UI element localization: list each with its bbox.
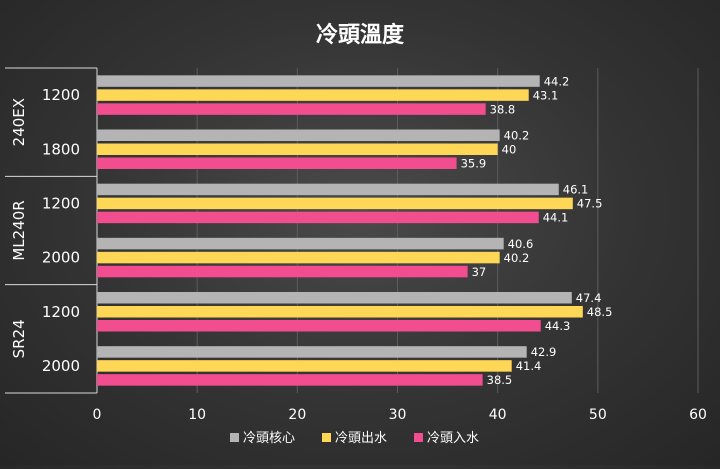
legend: 冷頭核心 冷頭出水 冷頭入水 <box>230 431 479 446</box>
bar <box>97 183 559 196</box>
bar <box>97 265 468 278</box>
category-label: 1800 <box>42 140 80 158</box>
x-tick-label: 0 <box>93 407 102 423</box>
category-label: 2000 <box>42 249 80 267</box>
bar <box>97 197 573 210</box>
x-tick-label: 60 <box>689 407 707 423</box>
bar-layer: 44.243.138.840.24035.946.147.544.140.640… <box>97 74 612 387</box>
data-label: 40 <box>502 143 517 157</box>
grid-layer <box>196 68 699 393</box>
group-label: ML240R <box>10 200 28 260</box>
legend-swatch <box>414 433 423 442</box>
data-label: 35.9 <box>461 157 487 171</box>
bar <box>97 211 539 224</box>
x-tick-label: 30 <box>389 407 407 423</box>
x-tick-label: 20 <box>288 407 306 423</box>
data-label: 42.9 <box>531 345 557 359</box>
axis-layer: 0 10 20 30 40 50 60 240EX 1200 1800 ML240R 1200 2000… <box>5 67 707 423</box>
category-label: 1200 <box>42 86 80 104</box>
data-label: 38.8 <box>490 102 516 116</box>
bar <box>97 360 512 372</box>
data-label: 40.6 <box>508 237 534 251</box>
data-label: 44.1 <box>543 211 569 225</box>
bar <box>97 320 541 332</box>
data-label: 37 <box>472 265 487 279</box>
data-label: 44.3 <box>545 319 571 333</box>
group-label: 240EX <box>10 98 28 146</box>
x-tick-label: 40 <box>489 407 507 423</box>
bar <box>97 251 500 264</box>
bar <box>97 346 527 358</box>
legend-swatch <box>322 433 331 442</box>
bar <box>97 75 540 87</box>
data-label: 38.5 <box>487 373 513 387</box>
bar <box>97 89 529 101</box>
legend-label: 冷頭出水 <box>335 431 387 446</box>
data-label: 46.1 <box>563 183 589 197</box>
data-label: 48.5 <box>587 305 613 319</box>
category-label: 2000 <box>42 357 80 375</box>
bar <box>97 157 457 169</box>
data-label: 44.2 <box>544 74 570 88</box>
category-label: 1200 <box>42 303 80 321</box>
data-label: 47.4 <box>576 291 602 305</box>
data-label: 43.1 <box>533 88 559 102</box>
bar <box>97 129 500 141</box>
x-tick-label: 10 <box>188 407 206 423</box>
bar <box>97 237 504 250</box>
legend-label: 冷頭核心 <box>243 431 295 446</box>
legend-swatch <box>230 433 239 442</box>
group-label: SR24 <box>10 319 28 358</box>
bar <box>97 103 486 115</box>
data-label: 40.2 <box>504 251 530 265</box>
bar <box>97 292 572 304</box>
bar <box>97 306 583 318</box>
legend-label: 冷頭入水 <box>427 431 479 446</box>
x-tick-label: 50 <box>589 407 607 423</box>
data-label: 40.2 <box>504 129 530 143</box>
data-label: 41.4 <box>516 359 542 373</box>
category-label: 1200 <box>42 194 80 212</box>
bar <box>97 143 498 155</box>
chart-title: 冷頭溫度 <box>316 22 405 48</box>
data-label: 47.5 <box>577 197 603 211</box>
bar <box>97 374 483 386</box>
